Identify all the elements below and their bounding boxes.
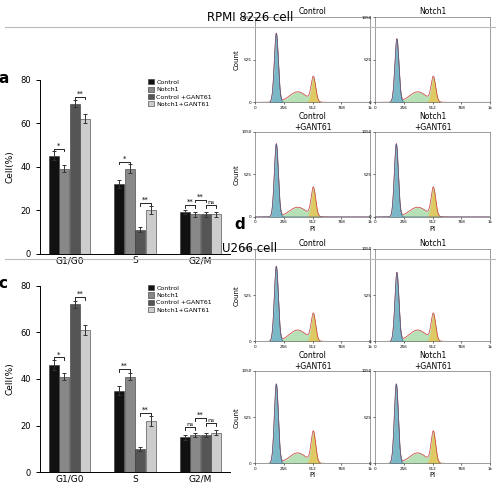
Bar (70, 104, 80, 253)
Y-axis label: Cell(%): Cell(%) (6, 150, 15, 183)
Title: Notch1: Notch1 (419, 239, 446, 248)
Bar (124, 169, 135, 253)
Bar (146, 421, 156, 472)
Text: **: ** (76, 291, 84, 297)
Bar (80, 119, 90, 253)
Y-axis label: Count: Count (234, 164, 240, 185)
Bar (114, 184, 124, 253)
Bar (114, 390, 124, 472)
Bar (200, 214, 211, 253)
Text: *: * (123, 156, 126, 162)
Bar (180, 212, 190, 253)
Bar (48, 365, 59, 472)
Title: Control
+GANT61: Control +GANT61 (294, 352, 331, 371)
Legend: Control, Notch1, Control +GANT61, Notch1+GANT61: Control, Notch1, Control +GANT61, Notch1… (148, 285, 212, 313)
Text: **: ** (121, 363, 128, 369)
Bar (180, 437, 190, 472)
Bar (135, 230, 145, 253)
Title: Notch1
+GANT61: Notch1 +GANT61 (414, 112, 451, 132)
Text: a: a (0, 71, 8, 86)
Title: Control
+GANT61: Control +GANT61 (294, 112, 331, 132)
Bar (211, 214, 222, 253)
Text: **: ** (197, 412, 204, 418)
Bar (59, 377, 70, 472)
Bar (211, 432, 222, 472)
Text: d: d (234, 216, 245, 232)
Text: **: ** (186, 199, 194, 205)
Y-axis label: Cell(%): Cell(%) (6, 362, 15, 395)
Text: b: b (234, 0, 245, 2)
Legend: Control, Notch1, Control +GANT61, Notch1+GANT61: Control, Notch1, Control +GANT61, Notch1… (148, 79, 212, 107)
Text: *: * (58, 351, 60, 357)
Bar (135, 449, 145, 472)
Bar (48, 156, 59, 253)
Y-axis label: Count: Count (234, 49, 240, 70)
X-axis label: PI: PI (430, 226, 436, 232)
Title: Notch1: Notch1 (419, 7, 446, 16)
Text: **: ** (197, 194, 204, 200)
Text: **: ** (76, 90, 84, 96)
Bar (70, 304, 80, 472)
Text: ns: ns (186, 422, 194, 427)
Y-axis label: Count: Count (234, 285, 240, 306)
X-axis label: PI: PI (310, 226, 316, 232)
Bar (59, 169, 70, 253)
Title: Control: Control (298, 239, 326, 248)
X-axis label: PI: PI (310, 472, 316, 478)
Text: *: * (58, 142, 60, 148)
Text: U266 cell: U266 cell (222, 243, 278, 255)
Text: ns: ns (208, 200, 214, 205)
X-axis label: PI: PI (430, 472, 436, 478)
Y-axis label: Count: Count (234, 407, 240, 427)
Title: Notch1
+GANT61: Notch1 +GANT61 (414, 352, 451, 371)
Title: Control: Control (298, 7, 326, 16)
Text: **: ** (142, 197, 149, 203)
Text: RPMI 8226 cell: RPMI 8226 cell (207, 11, 293, 24)
Text: c: c (0, 277, 7, 291)
Bar (124, 377, 135, 472)
Text: ns: ns (208, 418, 214, 423)
Bar (190, 435, 200, 472)
Bar (200, 435, 211, 472)
Bar (146, 210, 156, 253)
Bar (80, 330, 90, 472)
Bar (190, 214, 200, 253)
Text: **: ** (142, 407, 149, 413)
